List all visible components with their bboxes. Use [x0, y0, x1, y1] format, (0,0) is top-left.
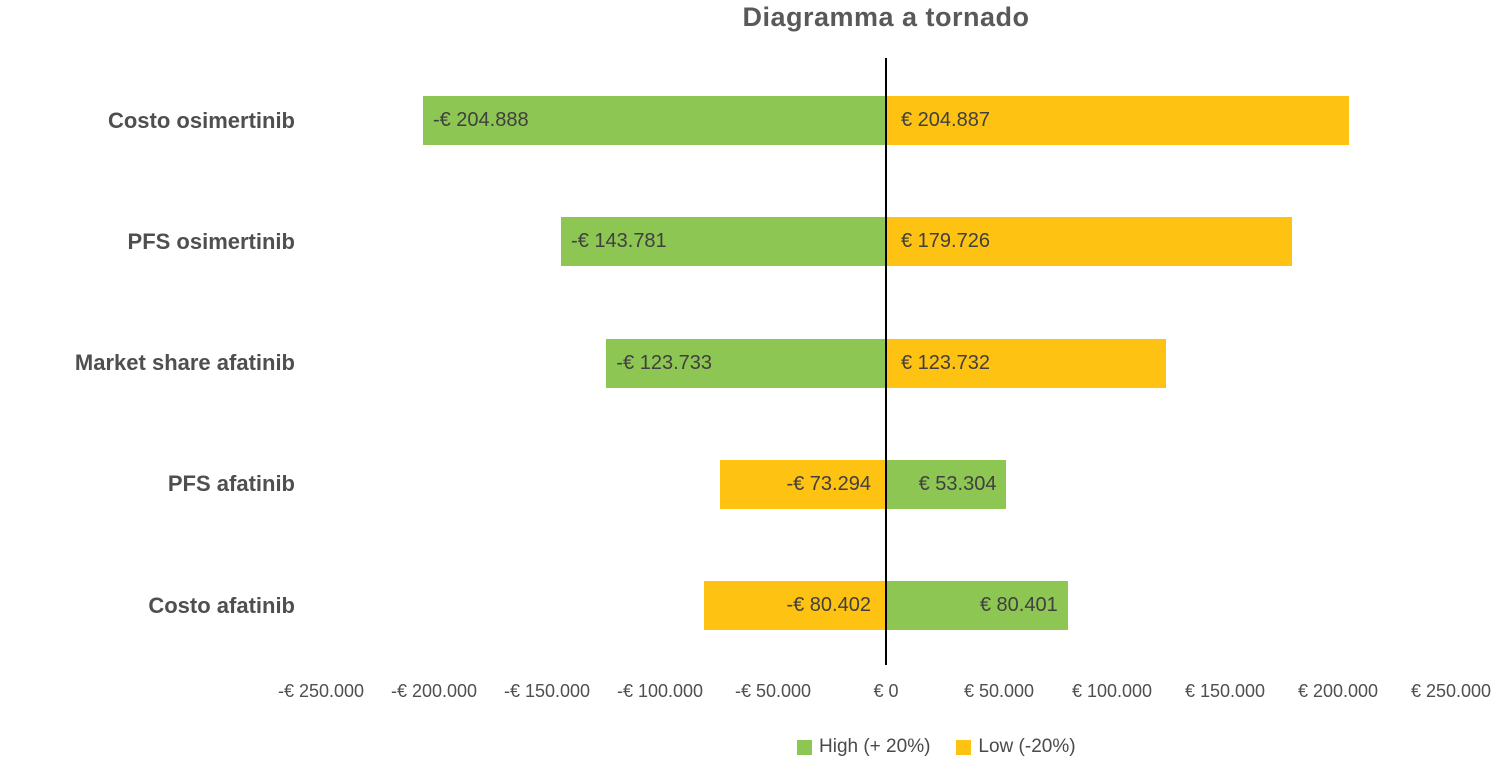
- x-axis: -€ 250.000 -€ 200.000 -€ 150.000 -€ 100.000…: [278, 681, 1491, 707]
- legend-item-high: High (+ 20%): [797, 736, 930, 758]
- bar-high-4: € 80.401: [886, 581, 1068, 630]
- bar-label: € 179.726: [901, 230, 990, 253]
- x-axis-tick-label: € 0: [873, 681, 899, 701]
- legend-item-low: Low (-20%): [956, 736, 1076, 758]
- legend-swatch-high-icon: [797, 739, 812, 755]
- bar-label: -€ 143.781: [571, 230, 667, 253]
- x-axis-tick-label: € 150.000: [1184, 681, 1266, 701]
- x-axis-tick-label: € 250.000: [1410, 681, 1492, 701]
- chart-title: Diagramma a tornado: [742, 2, 1030, 32]
- bar-low-0: € 204.887: [886, 96, 1350, 145]
- x-axis-tick-label: € 50.000: [963, 681, 1035, 701]
- bar-label: € 80.401: [979, 594, 1058, 616]
- bar-label: -€ 204.888: [432, 109, 529, 131]
- x-axis-tick-label: -€ 200.000: [390, 681, 478, 701]
- x-axis-tick-label: -€ 250.000: [277, 681, 365, 701]
- bar-label: -€ 73.294: [786, 472, 871, 495]
- bar-low-1: € 179.726: [886, 217, 1293, 267]
- bar-low-2: € 123.732: [886, 338, 1166, 388]
- bar-high-1: -€ 143.781: [561, 217, 886, 267]
- category-label: PFS osimertinib: [127, 228, 295, 254]
- zero-axis-line: [885, 58, 887, 665]
- bar-label: € 204.887: [901, 109, 990, 131]
- legend-label-low: Low (-20%): [978, 736, 1076, 757]
- category-label: Costo osimertinib: [107, 107, 295, 133]
- x-axis-tick-label: -€ 150.000: [503, 681, 591, 701]
- bar-high-0: -€ 204.888: [422, 96, 886, 145]
- x-axis-tick-label: -€ 50.000: [734, 681, 812, 701]
- category-label: Costo afatinib: [148, 592, 295, 618]
- bar-label: -€ 80.402: [786, 594, 871, 616]
- category-label: PFS afatinib: [167, 471, 295, 497]
- bar-label: -€ 123.733: [616, 351, 712, 374]
- x-axis-tick-label: € 200.000: [1297, 681, 1379, 701]
- bar-high-2: -€ 123.733: [606, 338, 886, 388]
- plot-area: -€ 204.888 -€ 143.781 -€ 123.733 € 53.304 € …: [321, 58, 1451, 665]
- bar-label: € 123.732: [901, 351, 990, 374]
- category-labels: Costo osimertinib PFS osimertinib Market s…: [0, 58, 295, 665]
- bar-label: € 53.304: [918, 472, 997, 495]
- legend-label-high: High (+ 20%): [819, 736, 931, 757]
- x-axis-tick-label: € 100.000: [1071, 681, 1153, 701]
- legend-swatch-low-icon: [956, 739, 972, 755]
- bar-low-4: -€ 80.402: [704, 581, 886, 630]
- x-axis-tick-label: -€ 100.000: [616, 681, 704, 701]
- category-label: Market share afatinib: [74, 350, 295, 375]
- bar-high-3: € 53.304: [886, 459, 1007, 509]
- legend: High (+ 20%) Low (-20%): [797, 736, 1076, 758]
- bar-low-3: -€ 73.294: [720, 459, 886, 509]
